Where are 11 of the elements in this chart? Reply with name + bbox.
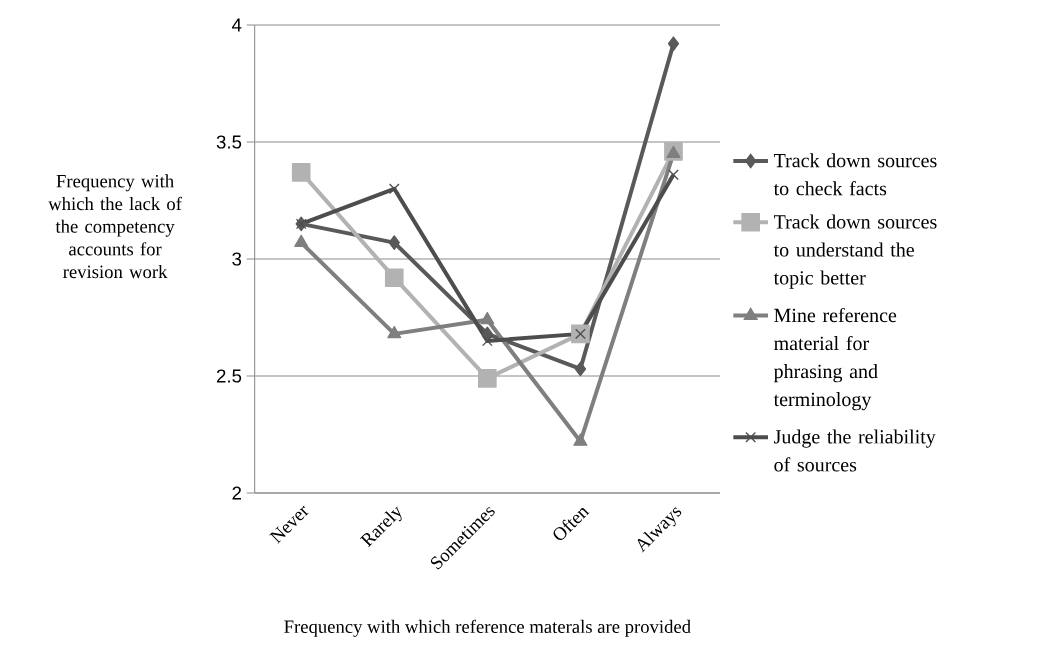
y-tick-label: 3 <box>232 252 242 266</box>
legend-label: Track down sources to understand the topic better <box>773 214 937 289</box>
legend-label: Mine reference material for phrasing and terminology <box>773 307 897 411</box>
legend-label: Judge the reliability of sources <box>774 429 936 472</box>
legend-label: Track down sources to check facts <box>773 153 937 196</box>
x-axis-title: Frequency with which reference materals are provided <box>284 619 691 637</box>
y-axis-title: Frequency with which the lack of the competency accounts for revision work <box>48 174 182 279</box>
y-tick-label: 3.5 <box>216 135 242 149</box>
y-tick-label: 2.5 <box>216 369 242 383</box>
y-tick-label: 2 <box>232 486 242 500</box>
y-tick-label: 4 <box>231 18 242 32</box>
